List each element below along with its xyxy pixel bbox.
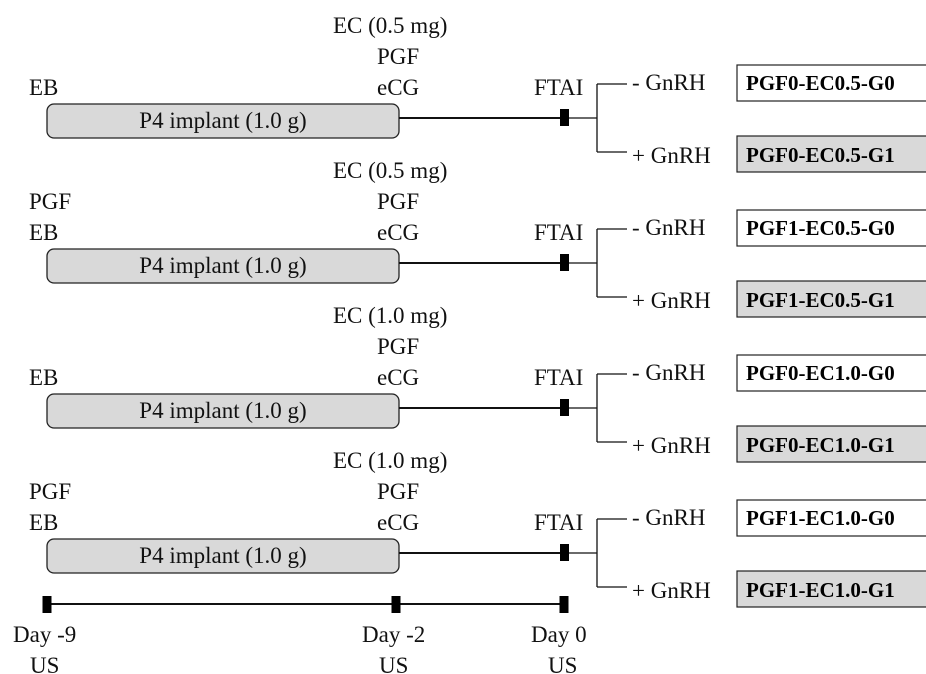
group-label-g1: PGF0-EC0.5-G1 xyxy=(746,143,895,167)
day9-treatment-label: EB xyxy=(29,365,58,390)
day9-treatment-label: PGF xyxy=(29,189,71,214)
group-label-g0: PGF0-EC1.0-G0 xyxy=(746,361,895,385)
group-box-g0 xyxy=(736,209,926,247)
gnrh-plus-label: + GnRH xyxy=(632,578,711,603)
day2-treatment-label: EC (1.0 mg) xyxy=(333,448,447,473)
day9-treatment-label: EB xyxy=(29,220,58,245)
group-box-g0 xyxy=(736,354,926,392)
group-box-g1 xyxy=(736,280,926,318)
gnrh-plus-label: + GnRH xyxy=(632,433,711,458)
day2-treatment-label: EC (1.0 mg) xyxy=(333,303,447,328)
day2-treatment-label: PGF xyxy=(377,334,419,359)
gnrh-branch xyxy=(569,228,627,298)
group-label-g1: PGF1-EC0.5-G1 xyxy=(746,288,895,312)
timeline-tick xyxy=(559,596,569,613)
ftai-marker xyxy=(560,544,569,561)
group-box-g1 xyxy=(736,425,926,463)
day9-treatment-label: EB xyxy=(29,510,58,535)
timeline-day-label: Day -9 xyxy=(13,622,76,647)
protocol-3 xyxy=(46,354,926,463)
group-label-g0: PGF0-EC0.5-G0 xyxy=(746,71,895,95)
day2-treatment-label: eCG xyxy=(377,75,419,100)
group-box-g1 xyxy=(736,570,926,608)
gnrh-plus-label: + GnRH xyxy=(632,288,711,313)
day2-treatment-label: PGF xyxy=(377,44,419,69)
timeline-day-label: Day -2 xyxy=(362,622,425,647)
protocol-4 xyxy=(46,499,926,608)
ftai-label: FTAI xyxy=(534,220,583,245)
implant-bar xyxy=(46,103,400,139)
timeline xyxy=(42,596,569,613)
ftai-marker xyxy=(560,399,569,416)
implant-label: P4 implant (1.0 g) xyxy=(139,398,306,423)
timeline-tick xyxy=(42,596,52,613)
ftai-marker xyxy=(560,254,569,271)
day2-treatment-label: eCG xyxy=(377,365,419,390)
group-box-g0 xyxy=(736,64,926,102)
ftai-marker xyxy=(560,109,569,126)
gnrh-branch xyxy=(569,83,627,153)
timeline-us-label: US xyxy=(379,653,408,674)
gnrh-branch xyxy=(569,518,627,588)
timeline-us-label: US xyxy=(548,653,577,674)
day2-treatment-label: eCG xyxy=(377,220,419,245)
timeline-tick xyxy=(391,596,401,613)
ftai-label: FTAI xyxy=(534,75,583,100)
protocol-2 xyxy=(46,209,926,318)
group-label-g0: PGF1-EC1.0-G0 xyxy=(746,506,895,530)
group-label-g1: PGF1-EC1.0-G1 xyxy=(746,578,895,602)
implant-label: P4 implant (1.0 g) xyxy=(139,543,306,568)
gnrh-branch xyxy=(569,373,627,443)
day2-treatment-label: EC (0.5 mg) xyxy=(333,158,447,183)
timeline-us-label: US xyxy=(30,653,59,674)
group-box-g0 xyxy=(736,499,926,537)
implant-label: P4 implant (1.0 g) xyxy=(139,108,306,133)
day2-treatment-label: PGF xyxy=(377,189,419,214)
day2-treatment-label: eCG xyxy=(377,510,419,535)
protocol-1 xyxy=(46,64,926,173)
implant-bar xyxy=(46,538,400,574)
gnrh-plus-label: + GnRH xyxy=(632,143,711,168)
ftai-label: FTAI xyxy=(534,510,583,535)
group-label-g0: PGF1-EC0.5-G0 xyxy=(746,216,895,240)
day9-treatment-label: EB xyxy=(29,75,58,100)
gnrh-minus-label: - GnRH xyxy=(632,505,705,530)
implant-bar xyxy=(46,248,400,284)
day9-treatment-label: PGF xyxy=(29,479,71,504)
group-label-g1: PGF0-EC1.0-G1 xyxy=(746,433,895,457)
gnrh-minus-label: - GnRH xyxy=(632,360,705,385)
day2-treatment-label: PGF xyxy=(377,479,419,504)
group-box-g1 xyxy=(736,135,926,173)
ftai-label: FTAI xyxy=(534,365,583,390)
timeline-day-label: Day 0 xyxy=(531,622,587,647)
gnrh-minus-label: - GnRH xyxy=(632,70,705,95)
day2-treatment-label: EC (0.5 mg) xyxy=(333,13,447,38)
implant-label: P4 implant (1.0 g) xyxy=(139,253,306,278)
gnrh-minus-label: - GnRH xyxy=(632,215,705,240)
implant-bar xyxy=(46,393,400,429)
